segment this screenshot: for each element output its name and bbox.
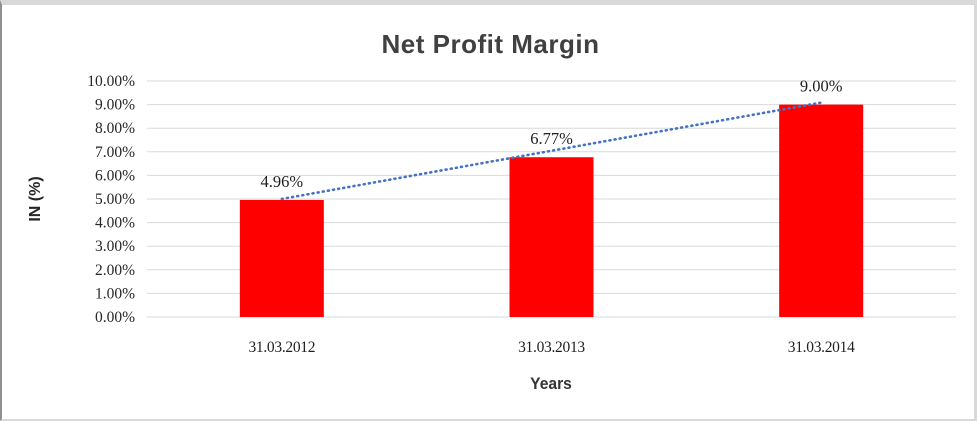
bar-data-label: 4.96%: [261, 172, 304, 191]
bar-data-label: 6.77%: [530, 129, 573, 148]
x-axis-title: Years: [530, 374, 572, 393]
x-tick-label: 31.03.2012: [248, 339, 315, 356]
y-tick-label: 2.00%: [95, 262, 135, 279]
y-tick-label: 9.00%: [95, 97, 135, 114]
y-tick-label: 8.00%: [95, 120, 135, 137]
x-tick-label: 31.03.2014: [788, 339, 855, 356]
chart-title: Net Profit Margin: [381, 29, 600, 59]
y-tick-label: 4.00%: [95, 215, 135, 232]
y-tick-label: 1.00%: [95, 285, 135, 302]
y-tick-label: 7.00%: [95, 144, 135, 161]
y-tick-label: 5.00%: [95, 191, 135, 208]
bar[interactable]: [239, 199, 324, 317]
plot-area: 0.00% 1.00% 2.00% 3.00% 4.00% 5.00% 6.00% 7.00%…: [87, 73, 956, 356]
x-tick-label: 31.03.2013: [518, 339, 585, 356]
bar-data-label: 9.00%: [800, 77, 843, 96]
trendline[interactable]: [280, 101, 823, 201]
bar[interactable]: [509, 157, 594, 317]
y-tick-label: 6.00%: [95, 167, 135, 184]
bar[interactable]: [779, 104, 864, 317]
y-tick-label: 10.00%: [87, 73, 135, 90]
y-tick-label: 3.00%: [95, 238, 135, 255]
y-tick-label: 0.00%: [95, 309, 135, 326]
